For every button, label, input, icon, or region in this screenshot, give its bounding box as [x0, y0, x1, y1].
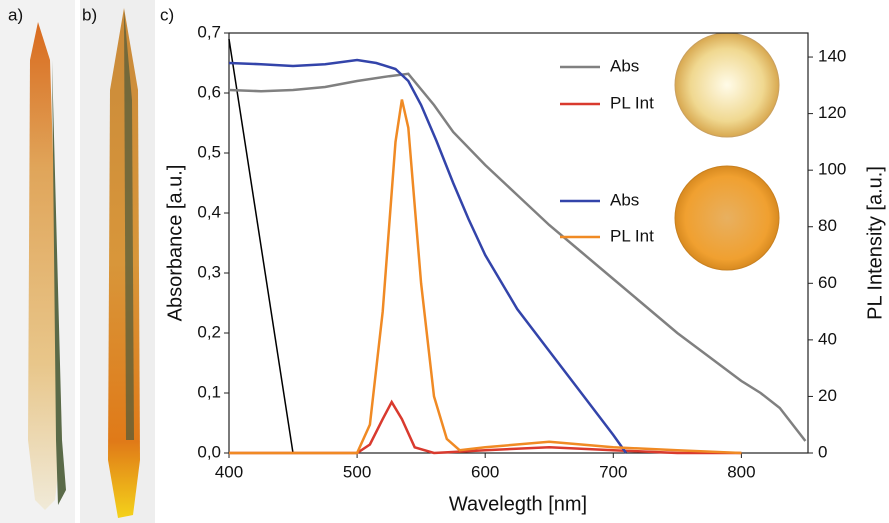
y-axis-label: Absorbance [a.u.]	[164, 165, 186, 322]
y-tick-label: 0,6	[197, 82, 221, 101]
y2-tick-label: 20	[818, 386, 837, 405]
panel-label: b)	[82, 5, 97, 24]
x-tick-label: 600	[471, 462, 499, 481]
series-line	[229, 399, 742, 455]
legend-label: Abs	[610, 56, 639, 75]
y-tick-label: 0,0	[197, 442, 221, 461]
photo-b-stripe	[124, 10, 134, 440]
y-tick-label: 0,1	[197, 382, 221, 401]
y2-tick-label: 100	[818, 160, 846, 179]
y2-tick-label: 140	[818, 47, 846, 66]
y2-tick-label: 0	[818, 442, 827, 461]
reference-line	[228, 38, 294, 454]
photo-a-edge	[52, 60, 66, 505]
x-tick-label: 700	[599, 462, 627, 481]
x-axis-label: Wavelegth [nm]	[449, 493, 587, 515]
y-tick-label: 0,4	[197, 202, 221, 221]
x-tick-label: 500	[343, 462, 371, 481]
plot-frame	[228, 32, 809, 454]
x-tick-label: 400	[215, 462, 243, 481]
legend-label: Abs	[610, 190, 639, 209]
x-tick-label: 800	[727, 462, 755, 481]
legend-label: PL Int	[610, 226, 654, 245]
sample-photo-1	[674, 32, 780, 138]
photo-b	[108, 8, 140, 518]
y-tick-label: 0,3	[197, 262, 221, 281]
panel-label: a)	[8, 5, 23, 24]
y2-axis-label: PL Intensity [a.u.]	[864, 166, 886, 320]
panel-label: c)	[160, 5, 174, 24]
series-line	[228, 58, 628, 454]
series-line	[228, 72, 807, 442]
y-tick-label: 0,2	[197, 322, 221, 341]
y2-tick-label: 120	[818, 103, 846, 122]
legend-label: PL Int	[610, 93, 654, 112]
y-tick-label: 0,5	[197, 142, 221, 161]
photo-a	[28, 22, 62, 510]
series-line	[229, 99, 742, 455]
y2-tick-label: 60	[818, 273, 837, 292]
y2-tick-label: 80	[818, 216, 837, 235]
y2-tick-label: 40	[818, 329, 837, 348]
sample-photo-2	[674, 165, 780, 271]
y-tick-label: 0,7	[197, 22, 221, 41]
